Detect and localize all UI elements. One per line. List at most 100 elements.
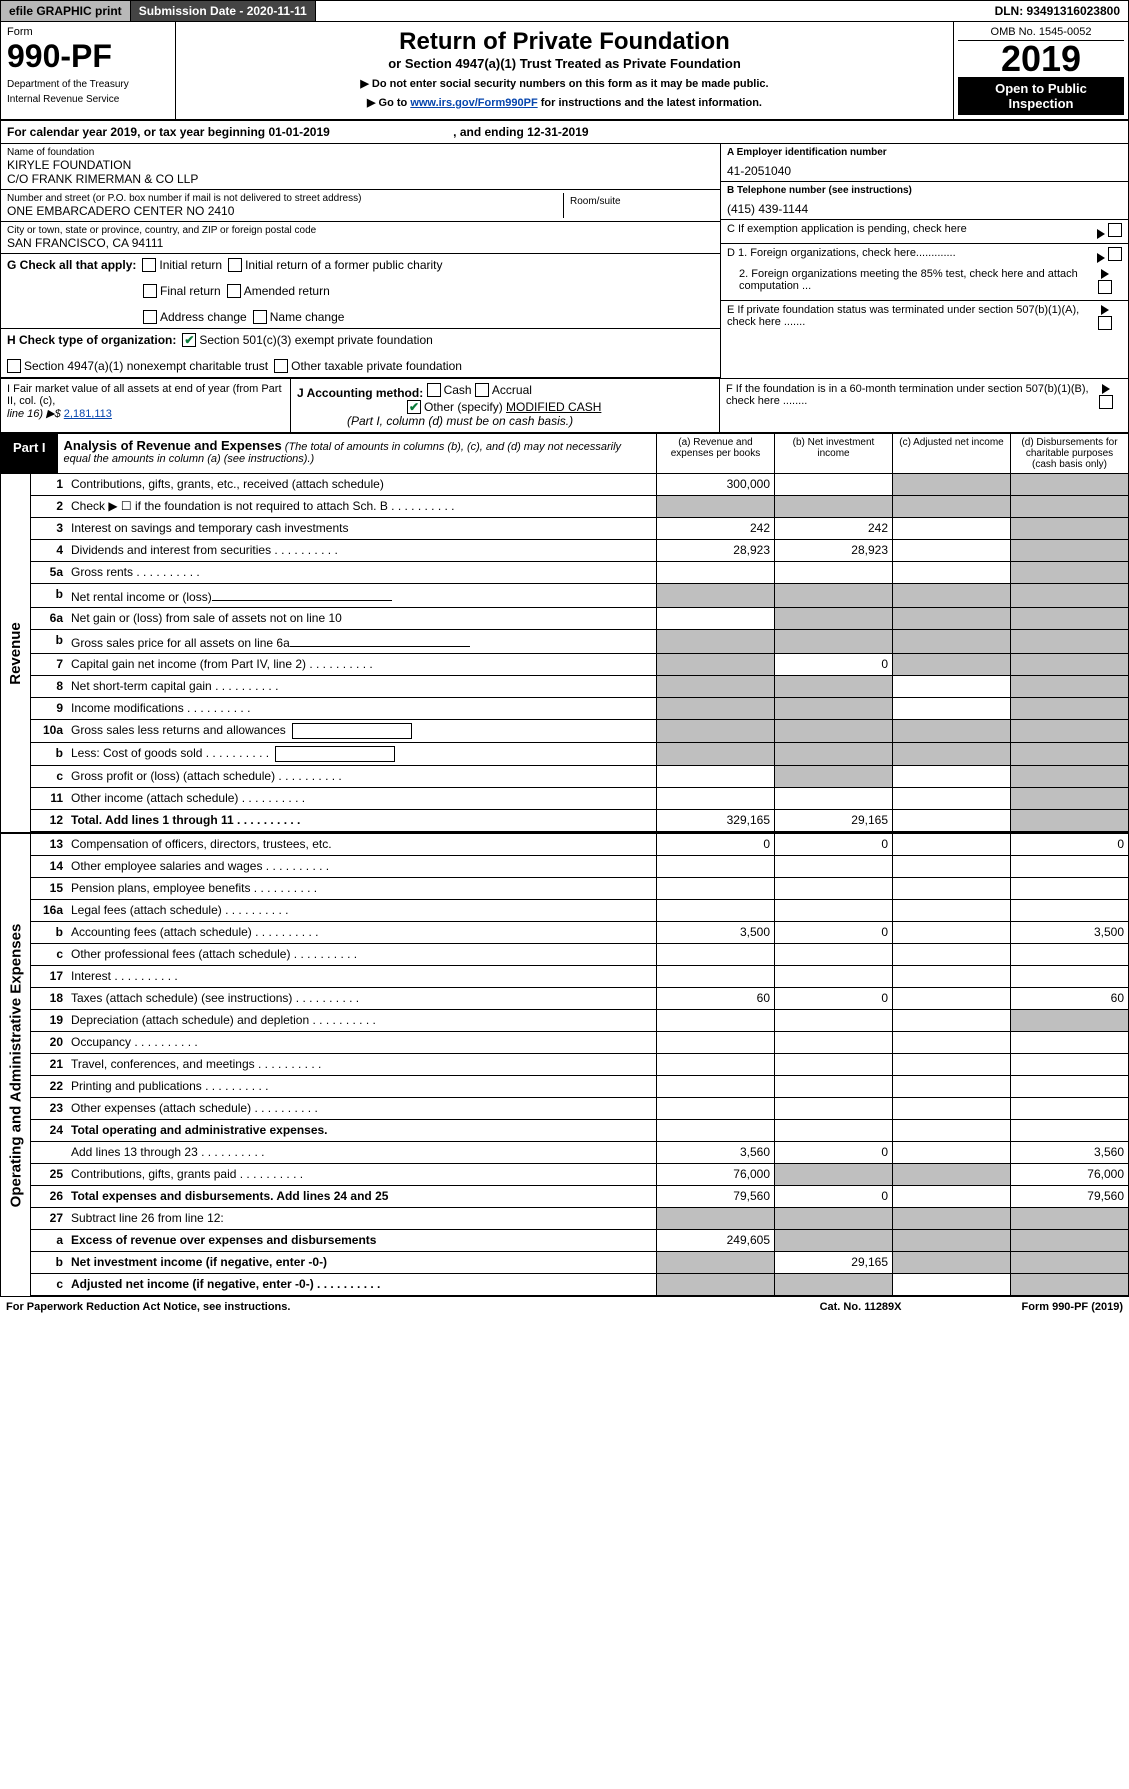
checkbox[interactable] [142,258,156,272]
dept-treasury: Department of the Treasury [7,79,169,90]
table-row: 25Contributions, gifts, grants paid76,00… [31,1164,1128,1186]
row-label: Interest [67,966,656,987]
checkbox[interactable] [143,284,157,298]
cell-b: 0 [774,654,892,675]
expense-table: Operating and Administrative Expenses 13… [1,832,1128,1296]
cell-c [892,922,1010,943]
cell-a [656,1274,774,1295]
cell-a [656,1076,774,1097]
checkbox[interactable] [228,258,242,272]
checkbox[interactable] [475,383,489,397]
col-d: (d) Disbursements for charitable purpose… [1010,434,1128,473]
cell-b: 29,165 [774,1252,892,1273]
table-row: 3Interest on savings and temporary cash … [31,518,1128,540]
cell-b: 0 [774,834,892,855]
row-label: Add lines 13 through 23 [67,1142,656,1163]
cell-c [892,966,1010,987]
checkbox[interactable] [1098,316,1112,330]
row-label: Other professional fees (attach schedule… [67,944,656,965]
revenue-label: Revenue [7,622,24,685]
cell-a [656,630,774,653]
checkbox[interactable] [1098,280,1112,294]
cell-d [1010,878,1128,899]
cell-d [1010,810,1128,831]
exempt-label: C If exemption application is pending, c… [727,223,967,235]
cell-a [656,1054,774,1075]
cell-b [774,474,892,495]
warning-line: ▶ Do not enter social security numbers o… [182,77,947,90]
table-row: 24Total operating and administrative exp… [31,1120,1128,1142]
checkbox[interactable] [1108,247,1122,261]
row-label: Occupancy [67,1032,656,1053]
goto-line: ▶ Go to www.irs.gov/Form990PF for instru… [182,96,947,109]
cell-d [1010,1010,1128,1031]
row-label: Gross profit or (loss) (attach schedule) [67,766,656,787]
cell-c [892,584,1010,607]
row-label: Dividends and interest from securities [67,540,656,561]
ein-label: A Employer identification number [727,147,1122,158]
checkbox[interactable] [1108,223,1122,237]
cell-c [892,878,1010,899]
cell-a [656,766,774,787]
cell-d [1010,720,1128,742]
table-row: 16aLegal fees (attach schedule) [31,900,1128,922]
cell-a [656,496,774,517]
cell-b [774,676,892,697]
d1-label: D 1. Foreign organizations, check here..… [727,247,956,259]
row-number: 10a [31,720,67,742]
open-public: Open to Public Inspection [958,77,1124,115]
cell-b [774,1010,892,1031]
table-row: 6aNet gain or (loss) from sale of assets… [31,608,1128,630]
checkbox[interactable] [427,383,441,397]
cell-a [656,966,774,987]
table-row: 2Check ▶ ☐ if the foundation is not requ… [31,496,1128,518]
cell-d [1010,966,1128,987]
cell-d [1010,944,1128,965]
table-row: 1Contributions, gifts, grants, etc., rec… [31,474,1128,496]
checkbox-checked[interactable]: ✔ [407,400,421,414]
cell-d: 3,560 [1010,1142,1128,1163]
checkbox[interactable] [253,310,267,324]
table-row: 13Compensation of officers, directors, t… [31,834,1128,856]
table-row: cAdjusted net income (if negative, enter… [31,1274,1128,1296]
form-number: 990-PF [7,38,169,75]
row-label: Net gain or (loss) from sale of assets n… [67,608,656,629]
cell-b [774,966,892,987]
cell-d [1010,540,1128,561]
row-number: 6a [31,608,67,629]
table-row: cGross profit or (loss) (attach schedule… [31,766,1128,788]
irs-link[interactable]: www.irs.gov/Form990PF [410,97,537,109]
checkbox[interactable] [227,284,241,298]
row-label: Contributions, gifts, grants, etc., rece… [67,474,656,495]
checkbox-checked[interactable]: ✔ [182,333,196,347]
cell-a [656,608,774,629]
foundation-co: C/O FRANK RIMERMAN & CO LLP [7,172,714,186]
checkbox[interactable] [274,359,288,373]
cell-a [656,584,774,607]
row-number: 23 [31,1098,67,1119]
table-row: 9Income modifications [31,698,1128,720]
table-row: 12Total. Add lines 1 through 11329,16529… [31,810,1128,832]
table-row: 15Pension plans, employee benefits [31,878,1128,900]
table-row: bGross sales price for all assets on lin… [31,630,1128,654]
checkbox[interactable] [143,310,157,324]
cell-a [656,1098,774,1119]
e-label: E If private foundation status was termi… [727,304,1094,328]
cell-c [892,496,1010,517]
cell-d [1010,1098,1128,1119]
arrow-icon [1097,229,1105,239]
row-number [31,1142,67,1163]
dln: DLN: 93491316023800 [987,1,1128,21]
checkbox[interactable] [1099,395,1113,409]
table-row: cOther professional fees (attach schedul… [31,944,1128,966]
table-row: bLess: Cost of goods sold [31,743,1128,766]
cell-d [1010,766,1128,787]
cell-a [656,654,774,675]
cell-d [1010,474,1128,495]
cell-a [656,743,774,765]
row-label: Net short-term capital gain [67,676,656,697]
cell-c [892,676,1010,697]
checkbox[interactable] [7,359,21,373]
cell-a: 60 [656,988,774,1009]
cell-c [892,1274,1010,1295]
